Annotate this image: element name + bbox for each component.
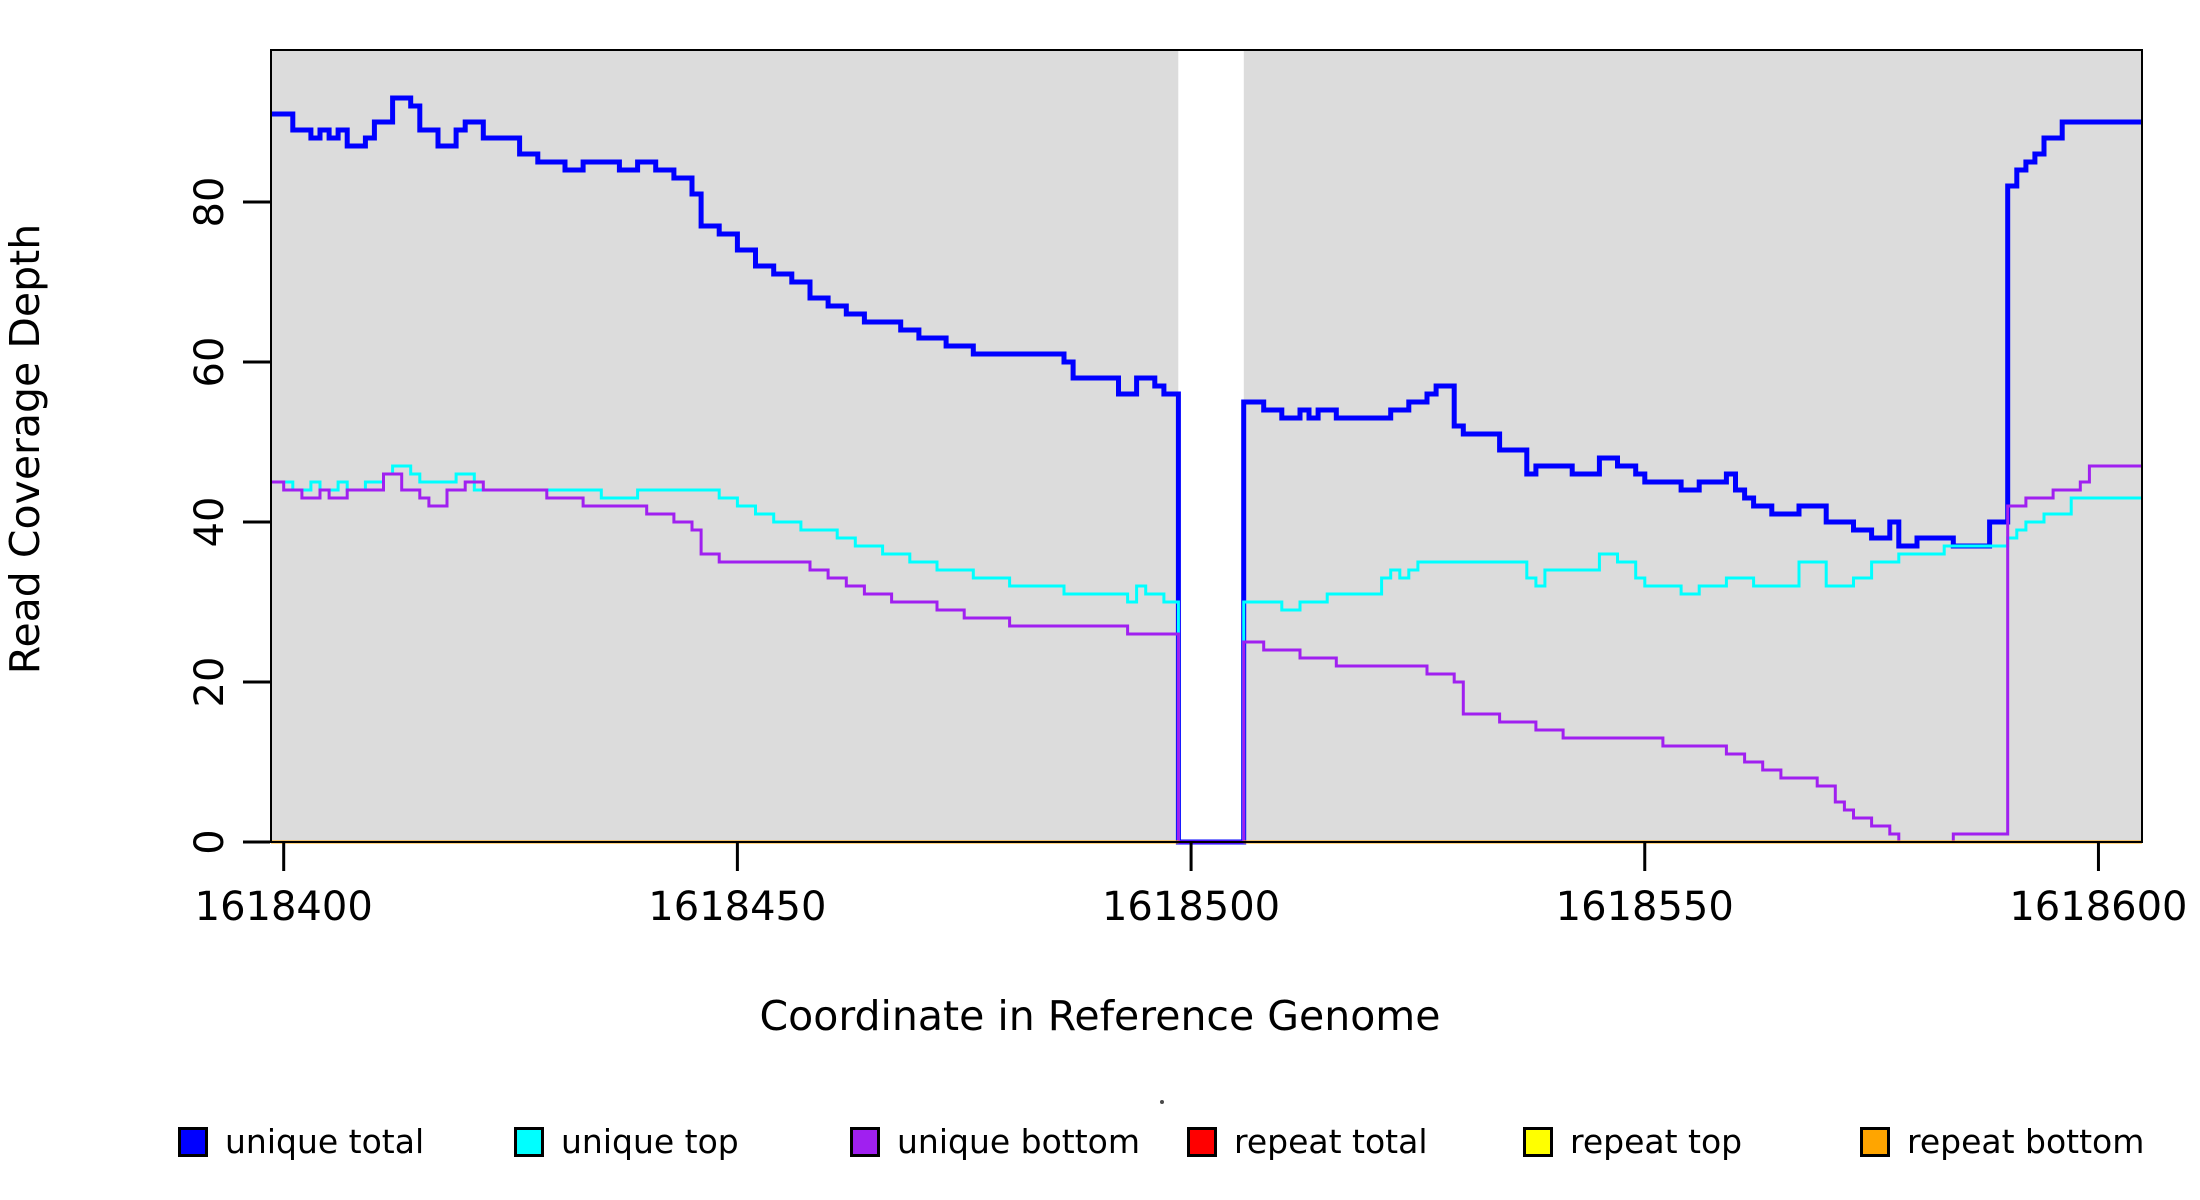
y-axis-title: Read Coverage Depth [1, 223, 49, 675]
panel-background-left [271, 50, 1179, 842]
x-axis-tick-label: 1618500 [1102, 884, 1280, 930]
y-axis-tick-label: 40 [187, 497, 233, 548]
x-axis-tick-label: 1618450 [648, 884, 826, 930]
x-axis-tick-label: 1618600 [2009, 884, 2187, 930]
plot-border [270, 49, 2143, 843]
y-axis-tick-label: 20 [187, 657, 233, 708]
series-unique-bottom [271, 464, 2142, 844]
panel-background-right [1243, 50, 2142, 842]
y-axis-tick-label: 0 [187, 829, 233, 854]
y-axis-tick-label: 80 [187, 177, 233, 228]
x-axis-title: Coordinate in Reference Genome [759, 992, 1441, 1040]
x-axis-tick-label: 1618550 [1556, 884, 1734, 930]
y-axis-tick-label: 60 [187, 337, 233, 388]
series-unique-total [271, 95, 2142, 845]
stray-dot-artifact [1160, 1100, 1164, 1104]
x-axis-tick-label: 1618400 [195, 884, 373, 930]
coverage-gap-band [1178, 50, 1244, 842]
